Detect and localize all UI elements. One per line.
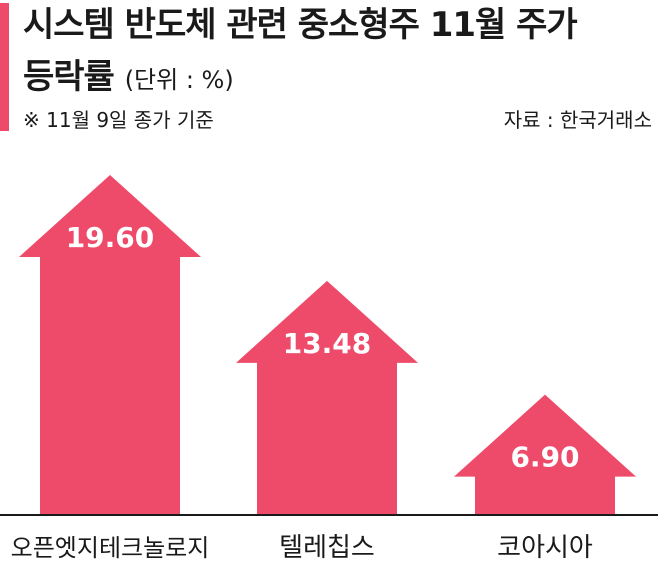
value-label-1: 19.60 — [66, 221, 155, 254]
unit-label: (단위 : %) — [124, 66, 234, 94]
value-label-2: 13.48 — [283, 327, 372, 360]
chart-title-line2: 등락률 (단위 : %) — [23, 52, 234, 105]
category-label-3: 코아시아 — [497, 533, 593, 563]
baseline-note: ※ 11월 9일 종가 기준 — [23, 108, 214, 132]
value-label-3: 6.90 — [510, 441, 579, 474]
chart-title-continued: 등락률 — [23, 57, 115, 97]
bar-2 — [236, 280, 418, 514]
category-label-1: 오픈엣지테크놀로지 — [11, 534, 210, 562]
bar-3 — [454, 394, 636, 514]
bar-1 — [19, 175, 201, 514]
category-label-2: 텔레칩스 — [279, 533, 375, 563]
chart-title: 시스템 반도체 관련 중소형주 11월 주가 — [23, 5, 578, 45]
accent-bar — [0, 3, 9, 131]
source-label: 자료 : 한국거래소 — [503, 108, 652, 132]
